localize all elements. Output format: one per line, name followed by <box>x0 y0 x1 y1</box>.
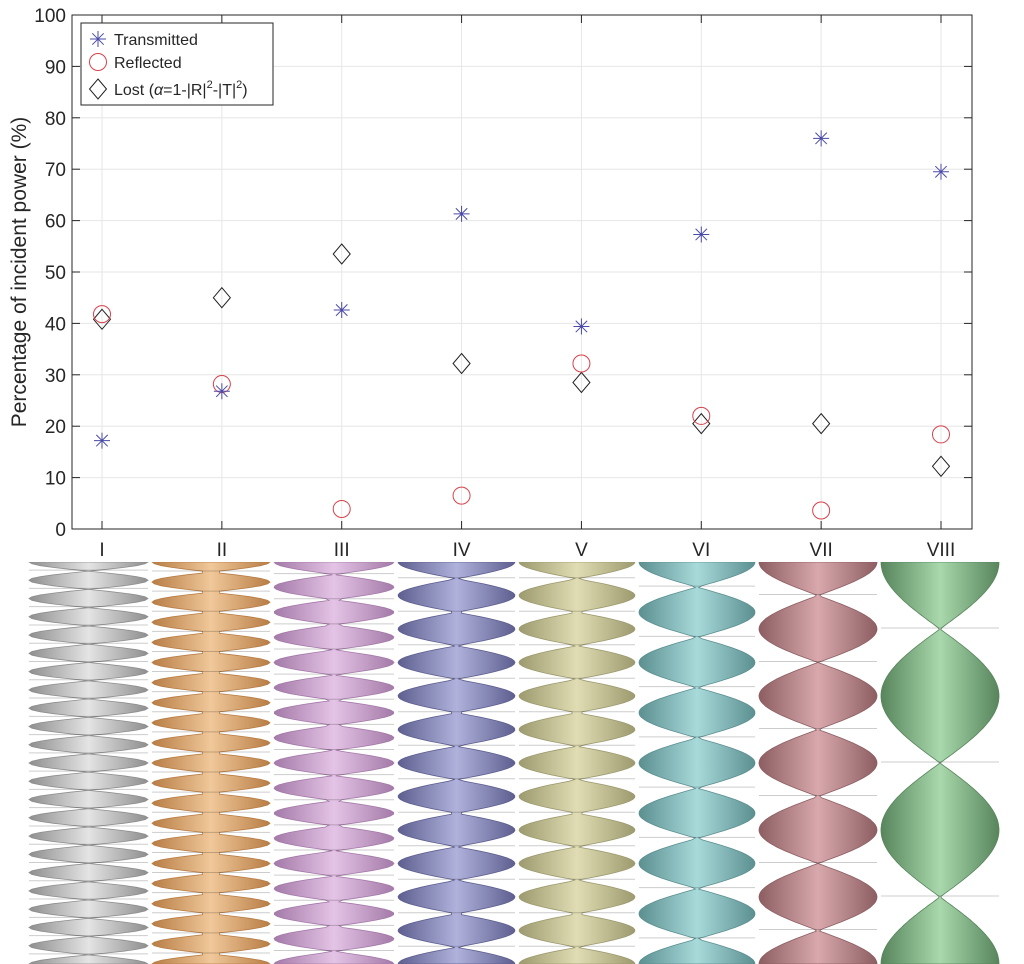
marker-reflected-I <box>93 305 111 324</box>
marker-lost-VIII <box>931 455 951 478</box>
y-tick-label: 80 <box>45 109 66 130</box>
helix-structure-III <box>273 562 395 964</box>
x-tick-label: VII <box>810 540 833 561</box>
legend-box <box>80 22 274 106</box>
marker-transmitted-III <box>333 302 350 319</box>
legend-lost-alpha: α <box>154 82 164 99</box>
legend-lost-sup2: 2 <box>236 79 242 91</box>
marker-lost-VI <box>692 412 711 435</box>
x-tick-label: I <box>99 540 104 561</box>
y-tick-label: 40 <box>45 314 66 335</box>
data-markers <box>92 130 951 520</box>
y-axis-ticks: 0 10 20 30 40 50 60 70 80 90 100 <box>34 6 972 541</box>
marker-transmitted-VII <box>813 130 830 147</box>
legend-lost-mid: =1-|R| <box>163 82 206 99</box>
marker-lost-I <box>92 308 112 331</box>
marker-lost-II <box>212 286 232 309</box>
x-tick-label: II <box>217 540 228 561</box>
x-axis-ticks: I II III IV V VI VII VIII <box>99 15 955 561</box>
legend-markers <box>88 31 108 100</box>
marker-reflected-IV <box>452 486 471 505</box>
marker-transmitted-IV <box>453 205 470 222</box>
marker-reflected-VI <box>692 406 711 425</box>
legend-reflected-icon <box>89 53 107 71</box>
x-tick-label: VI <box>692 540 710 561</box>
helix-structure-VII <box>758 562 878 964</box>
helix-structure-II <box>151 562 271 964</box>
helix-structure-V <box>518 562 636 964</box>
helix-body <box>758 562 878 964</box>
marker-transmitted-VI <box>693 226 710 243</box>
x-tick-label: V <box>575 540 588 561</box>
legend-lost-mid2: -|T| <box>213 82 236 99</box>
y-tick-label: 0 <box>55 520 66 541</box>
helix-body <box>880 562 1000 964</box>
helix-body <box>397 562 516 964</box>
y-tick-label: 30 <box>45 366 66 387</box>
marker-lost-IV <box>452 352 471 375</box>
helix-structures-panel <box>28 562 1000 964</box>
marker-transmitted-II <box>213 383 230 400</box>
y-tick-label: 20 <box>45 417 66 438</box>
y-tick-label: 50 <box>45 263 66 284</box>
legend-lost-close: ) <box>242 82 247 99</box>
helix-body <box>28 562 149 964</box>
legend: Transmitted Reflected Lost (α=1-|R|2-|T|… <box>80 22 274 106</box>
x-tick-label: III <box>334 540 350 561</box>
legend-lost: Lost (α=1-|R|2-|T|2) <box>114 79 248 99</box>
helix-structure-I <box>28 562 149 964</box>
x-tick-label: IV <box>453 540 471 561</box>
helix-body <box>638 562 756 964</box>
marker-transmitted-VIII <box>933 163 949 180</box>
x-tick-label: VIII <box>927 540 956 561</box>
legend-lost-prefix: Lost ( <box>114 82 155 99</box>
marker-lost-III <box>332 243 351 265</box>
y-tick-label: 100 <box>34 6 66 27</box>
marker-reflected-III <box>332 499 351 518</box>
y-tick-label: 90 <box>45 57 66 78</box>
helix-structure-VIII <box>880 562 1000 964</box>
marker-lost-VII <box>811 412 831 435</box>
y-tick-label: 70 <box>45 160 66 181</box>
helix-body <box>151 562 271 964</box>
legend-lost-icon <box>88 78 108 100</box>
marker-transmitted-I <box>94 432 110 449</box>
legend-reflected: Reflected <box>114 55 182 72</box>
helix-structures <box>28 562 1000 964</box>
marker-reflected-VII <box>812 501 831 520</box>
marker-lost-V <box>572 371 591 394</box>
helix-structure-VI <box>638 562 756 964</box>
marker-transmitted-V <box>573 318 590 335</box>
helix-body <box>273 562 395 964</box>
marker-reflected-V <box>572 354 591 373</box>
legend-lost-sup1: 2 <box>207 79 213 91</box>
helix-body <box>518 562 636 964</box>
y-tick-label: 60 <box>45 212 66 233</box>
legend-transmitted: Transmitted <box>114 32 198 49</box>
y-tick-label: 10 <box>45 469 66 490</box>
y-axis-label: Percentage of incident power (%) <box>8 117 31 428</box>
helix-structure-IV <box>397 562 516 964</box>
legend-transmitted-icon <box>90 31 106 47</box>
marker-reflected-VIII <box>932 425 950 444</box>
